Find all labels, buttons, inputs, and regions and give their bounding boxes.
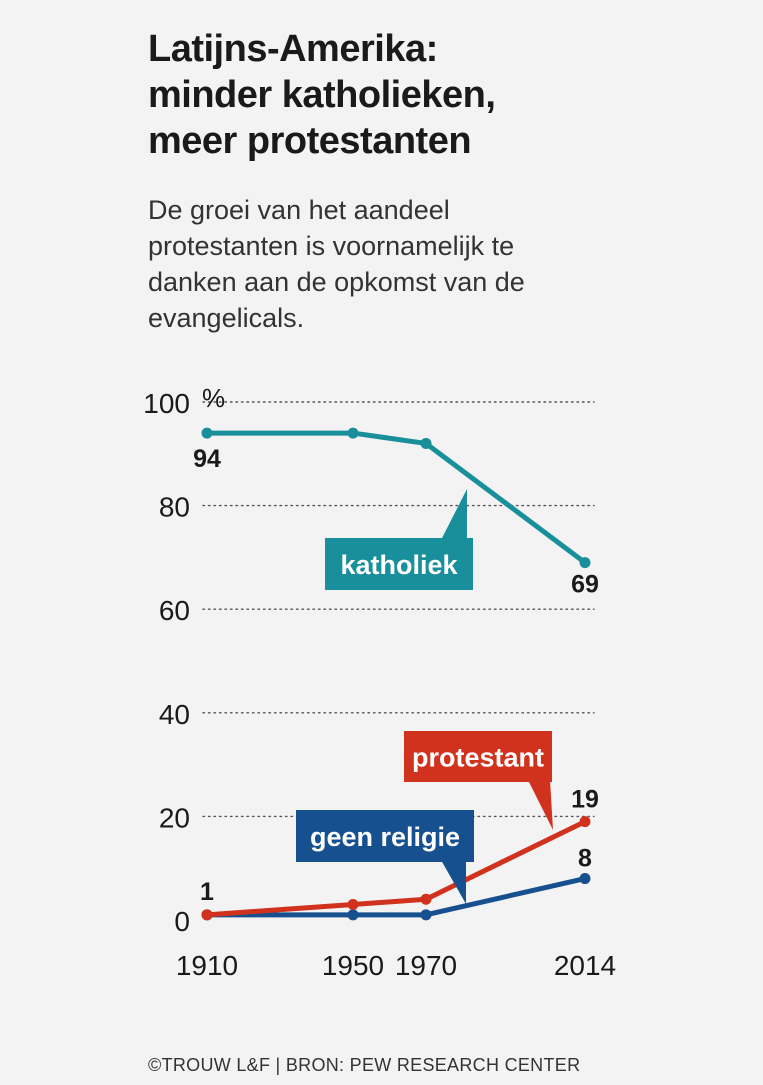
series-label-pointer-katholiek xyxy=(441,489,467,540)
title-line: Latijns-Amerika: xyxy=(148,28,438,70)
data-point-katholiek xyxy=(579,557,591,569)
x-tick-label: 2014 xyxy=(554,950,616,981)
subtitle-line: danken aan de opkomst van de xyxy=(148,267,525,297)
data-label-katholiek: 94 xyxy=(193,445,221,473)
data-point-katholiek xyxy=(201,427,213,439)
data-label-geen-religie: 8 xyxy=(578,845,592,873)
series-label-protestant: protestant xyxy=(412,743,544,773)
series-label-box-geen-religie xyxy=(296,810,474,862)
series-line-katholiek xyxy=(204,430,588,566)
data-point-geen-religie xyxy=(420,909,432,921)
y-tick-label: 0 xyxy=(174,906,190,937)
chart-title: Latijns-Amerika: minder katholieken, mee… xyxy=(148,26,708,164)
title-line: meer protestanten xyxy=(148,120,472,162)
series-label-geen-religie: geen religie xyxy=(310,822,460,852)
y-tick-label: 40 xyxy=(159,699,190,730)
data-point-protestant xyxy=(201,909,213,921)
data-point-geen-religie xyxy=(579,873,591,885)
series-line-geen-religie xyxy=(204,876,588,918)
series-label-katholiek: katholiek xyxy=(340,550,458,580)
subtitle-line: evangelicals. xyxy=(148,303,305,333)
source-credit: ©TROUW L&F | BRON: PEW RESEARCH CENTER xyxy=(148,1055,581,1075)
data-point-protestant xyxy=(420,893,432,905)
title-line: minder katholieken, xyxy=(148,74,496,116)
data-point-protestant xyxy=(579,816,591,828)
x-tick-label: 1970 xyxy=(395,950,457,981)
chart-subtitle: De groei van het aandeel protestanten is… xyxy=(148,192,708,336)
data-point-geen-religie xyxy=(347,909,359,921)
data-point-katholiek xyxy=(347,427,359,439)
series-line-protestant xyxy=(204,819,588,918)
data-label-protestant: 1 xyxy=(200,878,214,906)
x-tick-label: 1950 xyxy=(322,950,384,981)
y-tick-label: 20 xyxy=(159,802,190,833)
data-label-protestant: 19 xyxy=(571,786,599,814)
x-tick-label: 1910 xyxy=(176,950,238,981)
subtitle-line: De groei van het aandeel xyxy=(148,195,450,225)
series-label-box-katholiek xyxy=(325,538,473,590)
y-tick-label: 80 xyxy=(159,492,190,523)
series-label-box-protestant xyxy=(404,731,552,782)
y-unit-label: % xyxy=(202,383,225,413)
series-label-pointer-protestant xyxy=(528,780,553,830)
series-label-pointer-geen-religie xyxy=(441,860,466,904)
y-tick-label: 60 xyxy=(159,595,190,626)
subtitle-line: protestanten is voornamelijk te xyxy=(148,231,515,261)
data-point-katholiek xyxy=(420,437,432,449)
data-label-katholiek: 69 xyxy=(571,571,599,599)
y-tick-label: 100 xyxy=(143,388,190,419)
data-point-protestant xyxy=(347,898,359,910)
